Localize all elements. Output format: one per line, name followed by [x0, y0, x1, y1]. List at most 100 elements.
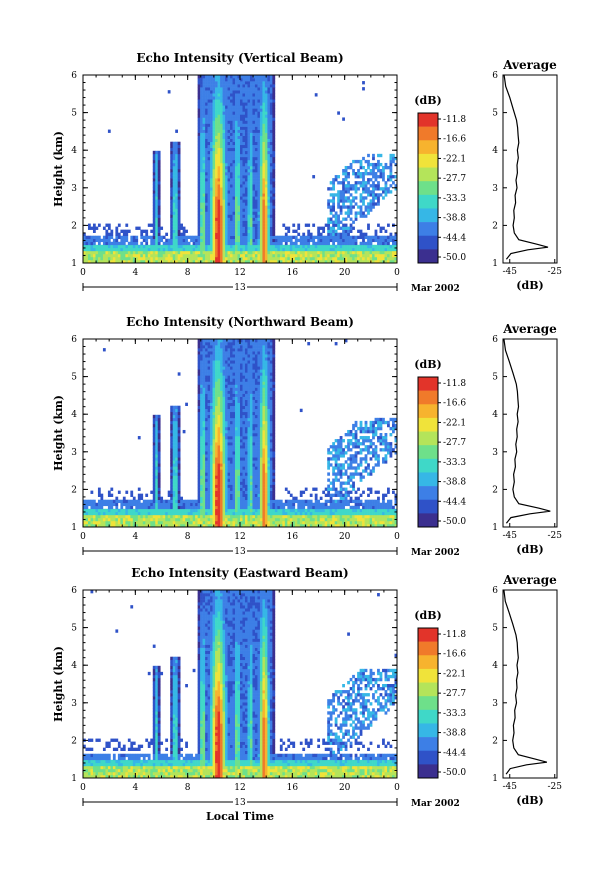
heatmap-cell [342, 256, 345, 261]
heatmap-cell [247, 141, 251, 146]
heatmap-cell [222, 405, 226, 410]
heatmap-cell [210, 399, 213, 403]
heatmap-cell [152, 175, 156, 179]
heatmap-cell [222, 348, 226, 352]
heatmap-cell [312, 259, 316, 264]
heatmap-cell [175, 144, 178, 149]
heatmap-cell [267, 129, 271, 133]
heatmap-cell [152, 496, 156, 501]
heatmap-cell [177, 190, 181, 194]
heatmap-cell [232, 214, 236, 218]
heatmap-cell [110, 511, 114, 516]
heatmap-cell [227, 259, 231, 264]
heatmap-cell [222, 505, 226, 510]
profile-x-label: (dB) [516, 279, 543, 292]
heatmap-cell [220, 114, 223, 118]
heatmap-cell [220, 414, 223, 419]
heatmap-cell [152, 238, 156, 243]
heatmap-cell [225, 223, 228, 227]
colorbar-swatch [418, 126, 438, 141]
heatmap-cell [207, 147, 211, 152]
heatmap-cell [237, 178, 241, 182]
heatmap-cell [212, 493, 216, 497]
heatmap-cell [212, 147, 216, 152]
heatmap-cell [322, 226, 326, 230]
heatmap-cell [372, 256, 375, 261]
heatmap-cell [230, 190, 233, 194]
heatmap-cell [177, 460, 181, 464]
heatmap-cell [177, 445, 181, 449]
heatmap-cell [83, 247, 86, 252]
heatmap-cell [110, 505, 114, 510]
heatmap-cell [227, 202, 231, 206]
heatmap-cell [222, 402, 226, 407]
heatmap-cell [272, 172, 276, 176]
heatmap-cell [254, 190, 258, 194]
heatmap-cell [177, 429, 181, 434]
heatmap-cell [172, 217, 176, 221]
heatmap-cell [230, 147, 233, 152]
heatmap-cell [364, 181, 368, 185]
heatmap-cell [125, 520, 129, 525]
heatmap-cell [217, 378, 221, 382]
heatmap-cell [182, 508, 186, 513]
heatmap-cell [127, 514, 131, 519]
heatmap-cell [220, 426, 223, 431]
heatmap-cell [357, 229, 360, 233]
heatmap-cell [267, 205, 271, 209]
heatmap-cell [282, 235, 286, 240]
profile-title: Average [502, 58, 557, 72]
heatmap-cell [125, 490, 129, 494]
heatmap-cell [367, 241, 370, 246]
heatmap-cell [210, 232, 213, 237]
heatmap-cell [175, 475, 178, 479]
heatmap-cell [207, 466, 211, 470]
heatmap-cell [244, 181, 248, 185]
heatmap-cell [205, 390, 208, 394]
heatmap-cell [220, 84, 223, 88]
heatmap-cell [244, 226, 248, 230]
heatmap-cell [210, 111, 213, 115]
heatmap-cell [83, 511, 86, 516]
heatmap-cell [244, 117, 248, 121]
heatmap-cell [392, 235, 395, 240]
heatmap-cell [374, 256, 378, 261]
profile-x-tick-label: -45 [503, 267, 518, 277]
heatmap-cell [170, 202, 174, 206]
heatmap-cell [137, 259, 141, 264]
heatmap-cell [244, 190, 248, 194]
heatmap-cell [170, 460, 174, 464]
heatmap-cell [337, 235, 340, 240]
heatmap-cell [135, 256, 139, 261]
heatmap-cell [212, 220, 216, 224]
heatmap-cell [230, 229, 233, 233]
heatmap-cell [222, 247, 226, 252]
heatmap-cell [207, 244, 211, 249]
heatmap-cell [147, 250, 151, 255]
heatmap-cell [227, 436, 231, 440]
heatmap-cell [97, 487, 101, 491]
heatmap-cell [215, 184, 218, 188]
heatmap-cell [142, 502, 146, 507]
x-tick-label: 20 [339, 268, 351, 278]
heatmap-cell [182, 235, 186, 240]
heatmap-cell [220, 229, 223, 233]
heatmap-cell [202, 408, 206, 413]
heatmap-cell [197, 202, 201, 206]
heatmap-cell [347, 247, 350, 252]
heatmap-cell [207, 84, 211, 88]
heatmap-cell [374, 229, 378, 233]
heatmap-cell [227, 445, 231, 449]
heatmap-cell [200, 84, 203, 88]
heatmap-cell [329, 226, 333, 230]
heatmap-cell [217, 175, 221, 179]
heatmap-cell [227, 226, 231, 230]
heatmap-cell [247, 120, 251, 124]
heatmap-cell [155, 232, 159, 237]
heatmap-cell [374, 247, 378, 252]
heatmap-cell [334, 223, 338, 227]
heatmap-cell [200, 172, 203, 176]
heatmap-cell [110, 235, 114, 240]
heatmap-cell [215, 372, 218, 376]
heatmap-cell [207, 114, 211, 118]
